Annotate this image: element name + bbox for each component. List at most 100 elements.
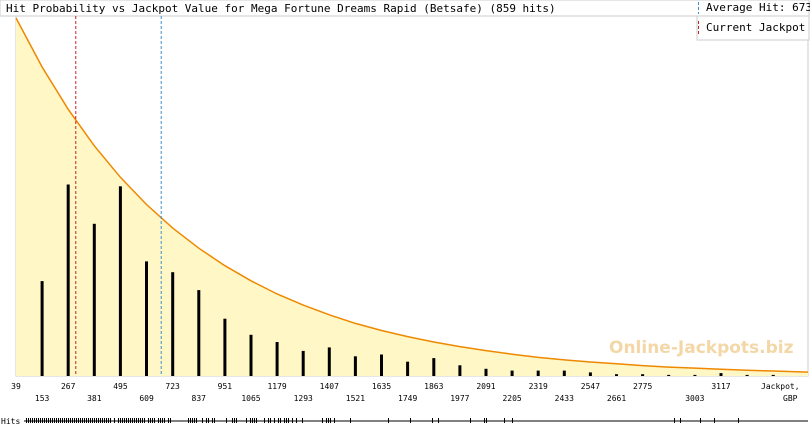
- bar: [92, 223, 96, 376]
- bar: [641, 374, 645, 376]
- legend-current-jackpot: Current Jackpot: [706, 21, 805, 34]
- x-tick-label: 1863: [424, 382, 443, 391]
- x-tick-label: 609: [139, 394, 154, 403]
- legend-box: [696, 15, 810, 41]
- rug-mark: [50, 418, 51, 423]
- bar: [588, 372, 592, 376]
- rug-mark: [92, 418, 93, 423]
- rug-mark: [124, 418, 125, 423]
- rug-mark: [128, 418, 129, 423]
- rug-mark: [34, 418, 35, 423]
- rug-mark: [168, 418, 169, 423]
- rug-mark: [108, 418, 109, 423]
- x-axis-label-2: GBP: [783, 394, 798, 403]
- rug-mark: [232, 418, 233, 423]
- bar: [693, 374, 697, 376]
- rug-mark: [114, 418, 115, 423]
- x-tick-label: 2547: [581, 382, 600, 391]
- rug-mark: [700, 418, 701, 423]
- rug-mark: [74, 418, 75, 423]
- x-tick-label: 723: [165, 382, 180, 391]
- x-tick-label: 1065: [241, 394, 260, 403]
- rug-mark: [286, 418, 287, 423]
- rug-mark: [438, 418, 439, 423]
- rug-mark: [190, 418, 191, 423]
- rug-mark: [164, 418, 165, 423]
- rug-mark: [470, 418, 471, 423]
- x-tick-label: 2661: [607, 394, 626, 403]
- rug-mark: [254, 418, 255, 423]
- x-tick-label: 1179: [267, 382, 286, 391]
- bar: [380, 354, 383, 376]
- x-tick-label: 3117: [711, 382, 730, 391]
- rug-mark: [82, 418, 83, 423]
- rug-mark: [136, 418, 137, 423]
- rug-mark: [26, 418, 27, 423]
- x-tick-label: 2205: [502, 394, 521, 403]
- bar: [327, 347, 331, 376]
- rug-mark: [206, 418, 207, 423]
- rug-mark: [54, 418, 55, 423]
- rug-mark: [80, 418, 81, 423]
- rug-mark: [144, 418, 145, 423]
- rug-mark: [234, 418, 235, 423]
- x-tick-label: 951: [218, 382, 233, 391]
- rug-mark: [52, 418, 53, 423]
- rug-mark: [132, 418, 133, 423]
- rug-mark: [44, 418, 45, 423]
- rug-mark: [122, 418, 123, 423]
- axis-layer: 39 267 495 723 951 1179 1407 1635 1863 2091 2319 25…: [11, 382, 808, 423]
- rug-mark: [410, 418, 411, 423]
- rug-mark: [714, 418, 715, 423]
- rug-mark: [76, 418, 77, 423]
- rug-mark: [38, 418, 39, 423]
- rug-mark: [680, 418, 681, 423]
- rug-mark: [280, 418, 281, 423]
- rug-mark: [64, 418, 65, 423]
- rug-mark: [140, 418, 141, 423]
- chart-title: Hit Probability vs Jackpot Value for Meg…: [6, 2, 556, 15]
- x-tick-label: 153: [35, 394, 50, 403]
- rug-mark: [28, 418, 29, 423]
- bar: [458, 365, 462, 376]
- x-tick-label: 1977: [450, 394, 469, 403]
- rug-mark: [102, 418, 103, 423]
- bar: [562, 370, 566, 376]
- rug-mark: [148, 418, 149, 423]
- rug-mark: [226, 418, 227, 423]
- rug-mark: [90, 418, 91, 423]
- rug-mark: [40, 418, 41, 423]
- x-tick-label: 1293: [294, 394, 313, 403]
- rug-mark: [78, 418, 79, 423]
- bar: [536, 370, 540, 376]
- rug-mark: [274, 418, 275, 423]
- rug-mark: [46, 418, 47, 423]
- x-tick-label: 267: [61, 382, 76, 391]
- rug-mark: [252, 418, 253, 423]
- x-axis-label-1: Jackpot,: [761, 382, 800, 391]
- rug-mark: [268, 418, 269, 423]
- rug-mark: [512, 418, 513, 423]
- rug-label: Hits: [1, 417, 20, 425]
- x-tick-label: 1635: [372, 382, 391, 391]
- x-tick-label: 1521: [346, 394, 365, 403]
- rug-mark: [150, 418, 151, 423]
- rug-mark: [98, 418, 99, 423]
- x-tick-label: 39: [11, 382, 21, 391]
- rug-mark: [158, 418, 159, 423]
- bar: [353, 356, 357, 376]
- rug-mark: [96, 418, 97, 423]
- rug-mark: [86, 418, 87, 423]
- rug-mark: [134, 418, 135, 423]
- rug-mark: [62, 418, 63, 423]
- rug-mark: [246, 418, 247, 423]
- rug-mark: [72, 418, 73, 423]
- rug-mark: [214, 418, 215, 423]
- x-tick-label: 381: [87, 394, 102, 403]
- watermark: Online-Jackpots.biz: [609, 338, 794, 358]
- rug-mark: [70, 418, 71, 423]
- bar: [432, 358, 436, 376]
- x-tick-label: 2775: [633, 382, 652, 391]
- rug-mark: [68, 418, 69, 423]
